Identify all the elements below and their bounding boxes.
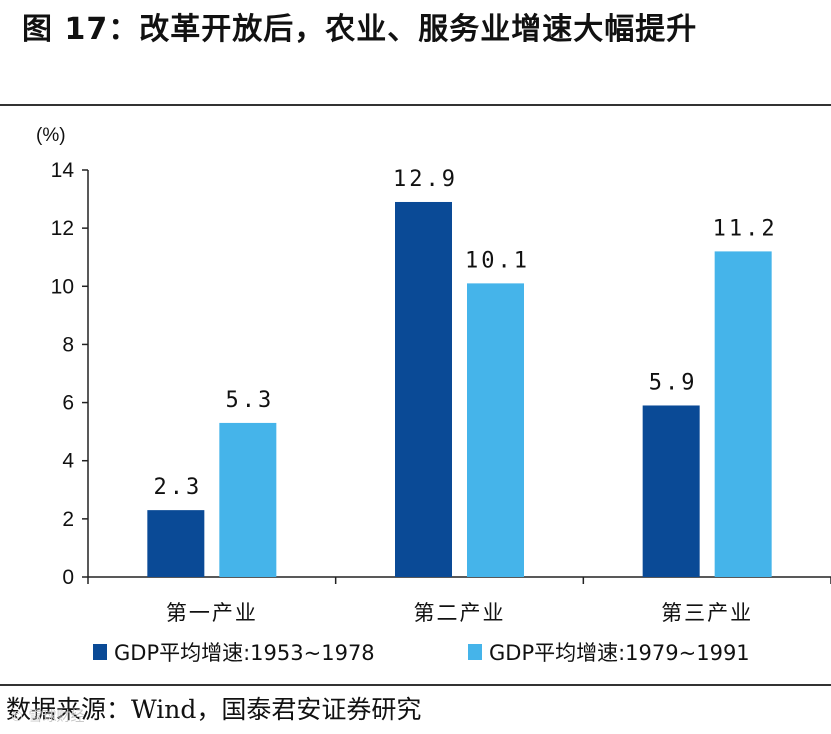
y-tick-label: 14 (51, 159, 75, 182)
y-tick-label: 0 (62, 566, 74, 589)
chart-title: 图 17：改革开放后，农业、服务业增速大幅提升 (22, 12, 698, 47)
data-label: 12.9 (393, 167, 458, 192)
y-tick-label: 10 (51, 275, 74, 298)
data-label: 11.2 (713, 216, 778, 241)
bar-series2 (467, 283, 524, 577)
y-axis-unit-label: (%) (36, 125, 66, 146)
watermark: © 雪球财经 (10, 709, 85, 725)
data-label: 10.1 (465, 248, 530, 273)
source-divider (0, 684, 831, 686)
y-tick-label: 8 (62, 333, 74, 356)
legend-label-series1: GDP平均增速:1953~1978 (114, 641, 375, 665)
bar-series1 (395, 201, 452, 577)
y-tick-label: 6 (62, 392, 74, 415)
y-tick-label: 2 (62, 508, 74, 531)
data-label: 5.3 (225, 388, 274, 413)
bar-series2 (714, 251, 772, 577)
bar-chart: (%) 0 2 4 6 8 10 12 14 2.3 5.3 第一产业 12.9 10.1 第二产业 5.9 1… (36, 125, 831, 665)
bar-series2 (219, 422, 277, 577)
title-divider (0, 104, 831, 106)
category-label: 第二产业 (414, 601, 506, 625)
category-label: 第三产业 (661, 601, 753, 625)
legend-label-series2: GDP平均增速:1979~1991 (489, 641, 750, 665)
bar-series1 (147, 510, 205, 577)
y-tick-label: 12 (51, 217, 74, 240)
data-label: 5.9 (649, 370, 698, 395)
legend-swatch-series1 (93, 644, 107, 660)
category-label: 第一产业 (166, 601, 258, 625)
bar-series1 (642, 405, 700, 577)
source-note: 数据来源：Wind，国泰君安证券研究 (6, 695, 422, 724)
legend-swatch-series2 (468, 644, 482, 660)
data-label: 2.3 (153, 475, 202, 500)
y-tick-label: 4 (62, 450, 74, 473)
